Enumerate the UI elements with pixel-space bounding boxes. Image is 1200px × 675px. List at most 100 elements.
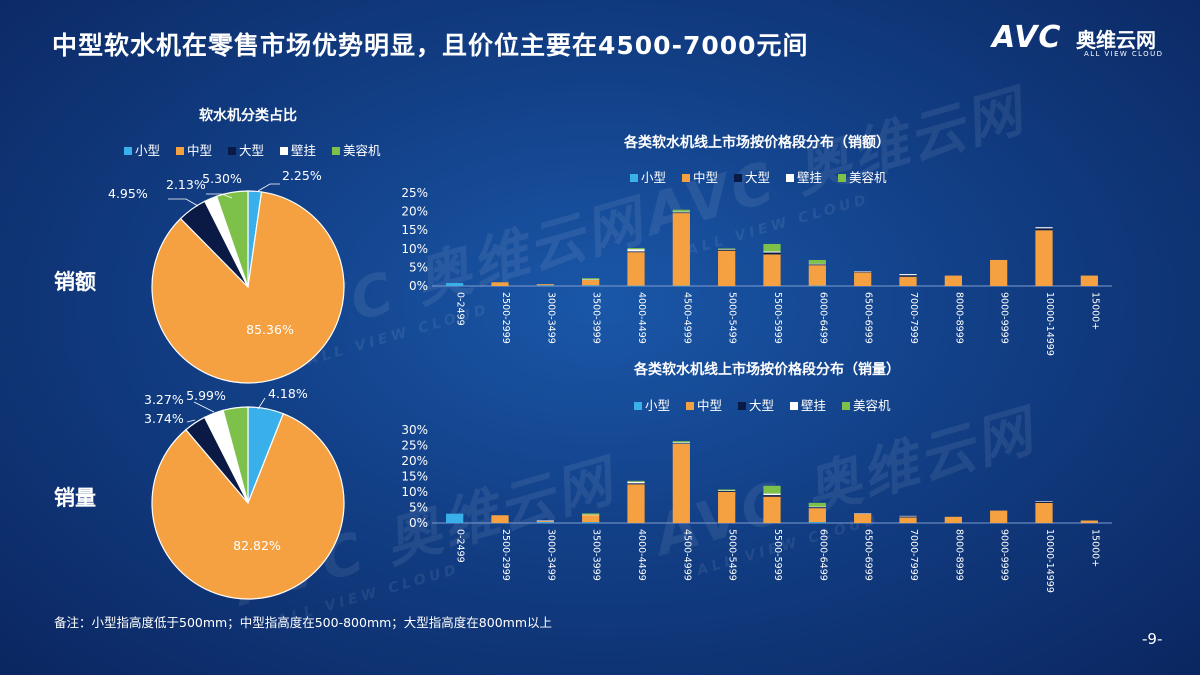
footnote: 备注：小型指高度低于500mm；中型指高度在500-800mm；大型指高度在80… <box>54 615 553 630</box>
bar-segment <box>718 492 736 523</box>
x-tick-label: 5000-5499 <box>727 292 738 344</box>
x-tick-label: 9000-9999 <box>999 529 1010 581</box>
bar-segment <box>1035 501 1053 503</box>
bar-segment <box>627 480 645 482</box>
bar-segment <box>899 276 917 286</box>
bar-segment <box>718 249 736 251</box>
pie-value-label: 5.30% <box>202 171 242 186</box>
y-tick-label: 20% <box>401 454 428 468</box>
y-tick-label: 0% <box>409 516 428 530</box>
bar-segment <box>582 522 600 523</box>
legend-swatch <box>280 147 288 155</box>
pie-value-label: 82.82% <box>233 538 281 553</box>
bar-segment <box>672 213 690 286</box>
y-tick-label: 25% <box>401 186 428 200</box>
x-tick-label: 15000+ <box>1089 292 1100 330</box>
pie-value-label: 3.74% <box>144 411 184 426</box>
legend-swatch <box>630 174 638 182</box>
bar-segment <box>990 259 1008 286</box>
legend-label: 小型 <box>645 398 670 413</box>
bar-segment <box>627 483 645 485</box>
x-tick-label: 5000-5499 <box>727 529 738 581</box>
pie-value-label: 85.36% <box>246 322 294 337</box>
bar-segment <box>627 285 645 287</box>
bar-segment <box>1035 227 1053 229</box>
x-tick-label: 3500-3999 <box>591 529 602 581</box>
bar-segment <box>718 249 736 250</box>
bar-segment <box>582 279 600 286</box>
bar-segment <box>899 515 917 517</box>
pie-value-label: 2.25% <box>282 168 322 183</box>
y-tick-label: 10% <box>401 485 428 499</box>
bar-segment <box>854 271 872 273</box>
bar-segment <box>582 278 600 280</box>
legend-label: 壁挂 <box>801 398 826 413</box>
pie-slice <box>222 406 249 504</box>
bar-segment <box>808 264 826 266</box>
pie-slice <box>151 191 345 384</box>
x-tick-label: 3000-3499 <box>545 292 556 344</box>
bar-segment <box>718 250 736 286</box>
bar-segment <box>899 274 917 276</box>
bar-segment <box>491 282 509 286</box>
legend-label: 壁挂 <box>291 143 316 158</box>
bar-segment <box>854 513 872 514</box>
bar-segment <box>1035 228 1053 231</box>
bar-segment <box>672 209 690 212</box>
bar-segment <box>763 493 781 496</box>
legend-label: 美容机 <box>853 398 891 413</box>
bar-segment <box>446 513 464 523</box>
bar-segment <box>672 285 690 287</box>
x-tick-label: 0-2499 <box>455 292 466 326</box>
x-tick-label: 2500-2999 <box>500 529 511 581</box>
bar-segment <box>627 484 645 523</box>
pie-chart-title: 软水机分类占比 <box>199 107 297 124</box>
bar-segment <box>808 502 826 507</box>
legend-swatch <box>842 402 850 410</box>
y-tick-label: 30% <box>401 423 428 437</box>
bar-segment <box>899 275 917 277</box>
legend-swatch <box>634 402 642 410</box>
bar-segment <box>1080 275 1098 286</box>
bar-segment <box>808 265 826 286</box>
bar-segment <box>672 441 690 443</box>
bar-segment <box>808 506 826 508</box>
legend-swatch <box>176 147 184 155</box>
bar-segment <box>763 252 781 255</box>
legend-label: 美容机 <box>849 170 887 185</box>
x-tick-label: 4500-4999 <box>681 529 692 581</box>
bar-segment <box>536 522 554 523</box>
bar-segment <box>536 285 554 286</box>
bar-segment <box>718 489 736 491</box>
y-tick-label: 15% <box>401 223 428 237</box>
x-tick-label: 4000-4499 <box>636 292 647 344</box>
bar-segment <box>582 285 600 286</box>
bar-segment <box>808 285 826 287</box>
bar-segment <box>582 514 600 523</box>
bar-segment <box>899 516 917 518</box>
legend-swatch <box>734 174 742 182</box>
x-tick-label: 5500-5999 <box>772 529 783 581</box>
pie-leader-line <box>168 198 199 207</box>
x-tick-label: 10000-14999 <box>1044 529 1055 593</box>
bar-segment <box>718 248 736 250</box>
legend-label: 大型 <box>749 398 774 413</box>
x-tick-label: 9000-9999 <box>999 292 1010 344</box>
bar-segment <box>672 212 690 214</box>
bar-segment <box>672 211 690 213</box>
bar-segment <box>944 516 962 523</box>
bar-segment <box>763 485 781 494</box>
bar-chart-title: 各类软水机线上市场按价格段分布（销额） <box>623 134 890 151</box>
pie-value-label: 3.27% <box>144 392 184 407</box>
bar-segment <box>808 263 826 265</box>
x-tick-label: 8000-8999 <box>953 529 964 581</box>
bar-segment <box>672 443 690 444</box>
x-tick-label: 15000+ <box>1089 529 1100 567</box>
bar-segment <box>1080 520 1098 523</box>
bar-segment <box>763 251 781 253</box>
bar-segment <box>854 272 872 286</box>
legend-label: 大型 <box>745 170 770 185</box>
pie-slice <box>151 412 345 600</box>
y-tick-label: 10% <box>401 242 428 256</box>
page-number: -9- <box>1142 630 1163 648</box>
